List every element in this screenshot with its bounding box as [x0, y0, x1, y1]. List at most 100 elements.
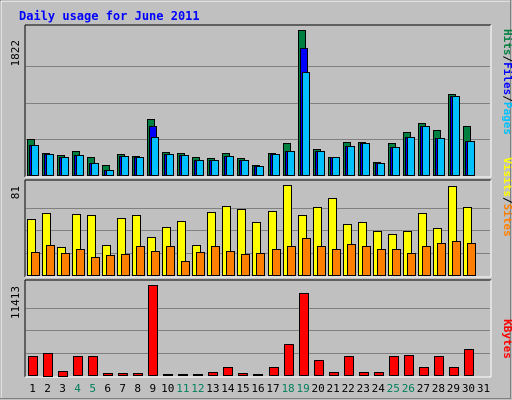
bar-sites-day-23 [362, 246, 371, 276]
bar-sites-day-24 [377, 249, 386, 276]
x-tick-label-day-14: 14 [221, 382, 235, 395]
y-max-label: 11413 [9, 286, 22, 319]
x-tick-label-day-16: 16 [251, 382, 264, 395]
bar-kbytes-day-17 [269, 367, 279, 376]
bar-pages-day-15 [241, 160, 249, 176]
bar-sites-day-30 [467, 243, 476, 276]
bar-sites-day-2 [46, 245, 55, 276]
bar-pages-day-28 [437, 138, 445, 176]
bar-sites-day-3 [61, 253, 70, 276]
bar-kbytes-day-23 [359, 372, 369, 376]
panel-visits-sites: 81 Visits/Sites [9, 157, 512, 278]
x-tick-label-day-18: 18 [281, 382, 294, 395]
x-tick-label-day-13: 13 [206, 382, 219, 395]
bar-pages-day-3 [61, 157, 69, 176]
bar-sites-day-16 [256, 253, 265, 276]
bar-pages-day-24 [377, 163, 385, 176]
bar-sites-day-12 [196, 252, 205, 276]
bar-sites-day-28 [437, 243, 446, 276]
bar-sites-day-18 [287, 246, 296, 276]
legend-item: KBytes [501, 319, 512, 359]
bar-sites-day-21 [332, 249, 341, 276]
bar-sites-day-26 [407, 253, 416, 276]
panel-legend: Hits/Files/Pages [501, 29, 512, 135]
bar-kbytes-day-25 [389, 356, 399, 376]
bar-sites-day-4 [76, 249, 85, 276]
bar-sites-day-6 [106, 255, 115, 276]
bar-sites-day-29 [452, 241, 461, 276]
x-tick-label-day-31: 31 [477, 382, 490, 395]
bar-sites-day-22 [347, 244, 356, 276]
bar-kbytes-day-3 [58, 371, 68, 377]
bar-sites-day-27 [422, 246, 431, 276]
bar-pages-day-17 [272, 154, 280, 176]
bar-sites-day-17 [272, 249, 281, 276]
y-max-label: 81 [9, 186, 22, 199]
bar-kbytes-day-7 [118, 373, 128, 376]
x-tick-label-day-1: 1 [29, 382, 36, 395]
bar-pages-day-30 [467, 141, 475, 176]
bar-pages-day-16 [256, 166, 264, 176]
x-tick-label-day-11: 11 [176, 382, 189, 395]
bar-kbytes-day-28 [434, 356, 444, 376]
panel-kbytes: 11413 KBytes [9, 279, 512, 378]
bar-sites-day-5 [91, 257, 100, 276]
bar-pages-day-10 [166, 154, 174, 176]
bar-kbytes-day-14 [223, 367, 233, 376]
bar-sites-day-20 [317, 246, 326, 276]
legend-item: Sites [501, 204, 512, 237]
legend-item: / [501, 95, 512, 102]
bar-pages-day-1 [31, 145, 39, 176]
bar-pages-day-23 [362, 143, 370, 176]
x-tick-label-day-23: 23 [357, 382, 370, 395]
bar-pages-day-4 [76, 155, 84, 176]
x-tick-label-day-12: 12 [191, 382, 204, 395]
bar-kbytes-day-21 [329, 372, 339, 376]
bar-pages-day-11 [181, 155, 189, 176]
x-tick-label-day-3: 3 [59, 382, 66, 395]
bar-sites-day-9 [151, 251, 160, 276]
bar-pages-day-20 [317, 151, 325, 176]
bar-sites-day-10 [166, 246, 175, 276]
bar-pages-day-18 [287, 151, 295, 176]
bar-kbytes-day-8 [133, 373, 143, 376]
x-tick-label-day-20: 20 [312, 382, 325, 395]
bar-pages-day-21 [332, 157, 340, 176]
chart-title: Daily usage for June 2011 [19, 9, 200, 23]
x-tick-label-day-21: 21 [327, 382, 340, 395]
bar-pages-day-2 [46, 154, 54, 176]
bar-pages-day-19 [302, 72, 310, 176]
legend-item: / [501, 56, 512, 63]
bar-kbytes-day-2 [43, 353, 53, 377]
x-tick-label-day-29: 29 [447, 382, 460, 395]
bar-pages-day-22 [347, 146, 355, 176]
bar-pages-day-9 [151, 137, 159, 176]
bar-sites-day-15 [241, 254, 250, 276]
x-tick-label-day-8: 8 [134, 382, 141, 395]
x-tick-label-day-7: 7 [119, 382, 126, 395]
x-tick-label-day-26: 26 [402, 382, 415, 395]
panel-legend: KBytes [501, 319, 512, 359]
bar-pages-day-13 [211, 160, 219, 176]
x-tick-label-day-24: 24 [372, 382, 386, 395]
x-tick-label-day-25: 25 [387, 382, 400, 395]
bar-pages-day-6 [106, 170, 114, 176]
x-tick-label-day-6: 6 [104, 382, 111, 395]
bar-pages-day-8 [136, 157, 144, 176]
bar-pages-day-25 [392, 147, 400, 176]
bar-kbytes-day-9 [148, 285, 158, 376]
bar-sites-day-25 [392, 249, 401, 276]
x-tick-label-day-22: 22 [342, 382, 355, 395]
legend-item: Hits [501, 29, 512, 56]
bar-sites-day-14 [226, 251, 235, 276]
bar-kbytes-day-15 [238, 373, 248, 376]
bar-kbytes-day-30 [464, 349, 474, 376]
legend-item: / [501, 197, 512, 204]
bar-kbytes-day-27 [419, 367, 429, 376]
bar-kbytes-day-22 [344, 356, 354, 376]
x-tick-label-day-4: 4 [74, 382, 81, 395]
bar-pages-day-26 [407, 137, 415, 176]
